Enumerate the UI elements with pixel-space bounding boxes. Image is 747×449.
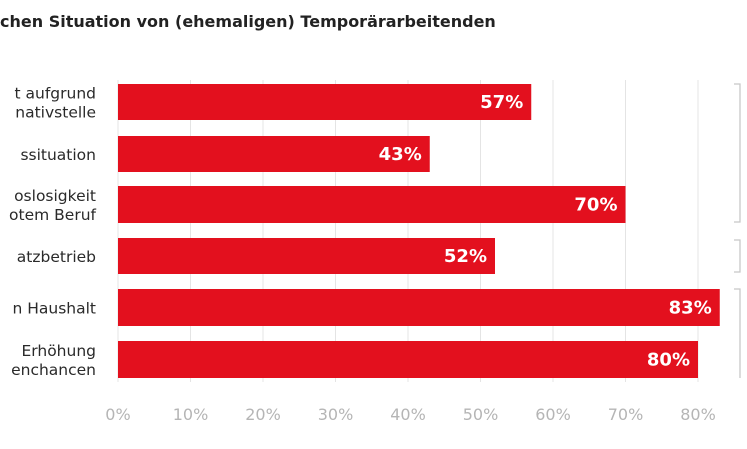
- category-label: oslosigkeit: [14, 187, 96, 205]
- chart-title: chen Situation von (ehemaligen) Temporär…: [0, 12, 496, 31]
- bar: [118, 136, 430, 172]
- bar: [118, 341, 698, 378]
- x-tick-label: 50%: [463, 405, 499, 424]
- x-tick-label: 70%: [608, 405, 644, 424]
- category-label: t aufgrund: [15, 85, 96, 103]
- group-bracket: [734, 239, 741, 273]
- bar-value-label: 52%: [444, 246, 487, 267]
- bar: [118, 289, 720, 326]
- bar-value-label: 83%: [669, 298, 712, 319]
- group-bracket: [734, 288, 741, 378]
- x-tick-label: 0%: [105, 405, 130, 424]
- category-label: nativstelle: [15, 104, 96, 122]
- x-tick-label: 20%: [245, 405, 281, 424]
- category-label: ssituation: [20, 146, 96, 164]
- category-label: Erhöhung: [21, 342, 96, 360]
- x-tick-label: 40%: [390, 405, 426, 424]
- value-labels: 57% 43% 70% 52% 83% 80%: [379, 92, 712, 371]
- x-tick-labels: 0% 10% 20% 30% 40% 50% 60% 70% 80%: [105, 405, 715, 424]
- bar-value-label: 57%: [480, 92, 523, 113]
- x-tick-label: 80%: [680, 405, 716, 424]
- category-label: otem Beruf: [9, 206, 96, 224]
- bars: [118, 84, 720, 378]
- grid-lines: [117, 80, 699, 382]
- category-label: n Haushalt: [12, 300, 96, 318]
- category-label: atzbetrieb: [17, 248, 96, 266]
- bar: [118, 186, 626, 223]
- category-label: enchancen: [11, 361, 96, 379]
- x-tick-label: 30%: [318, 405, 354, 424]
- x-tick-label: 10%: [173, 405, 209, 424]
- group-bracket: [734, 83, 741, 223]
- bar: [118, 238, 495, 274]
- x-tick-label: 60%: [535, 405, 571, 424]
- bar-value-label: 70%: [574, 195, 617, 216]
- bar-value-label: 80%: [647, 350, 690, 371]
- bar-value-label: 43%: [379, 144, 422, 165]
- bar: [118, 84, 532, 120]
- group-brackets: [734, 83, 741, 378]
